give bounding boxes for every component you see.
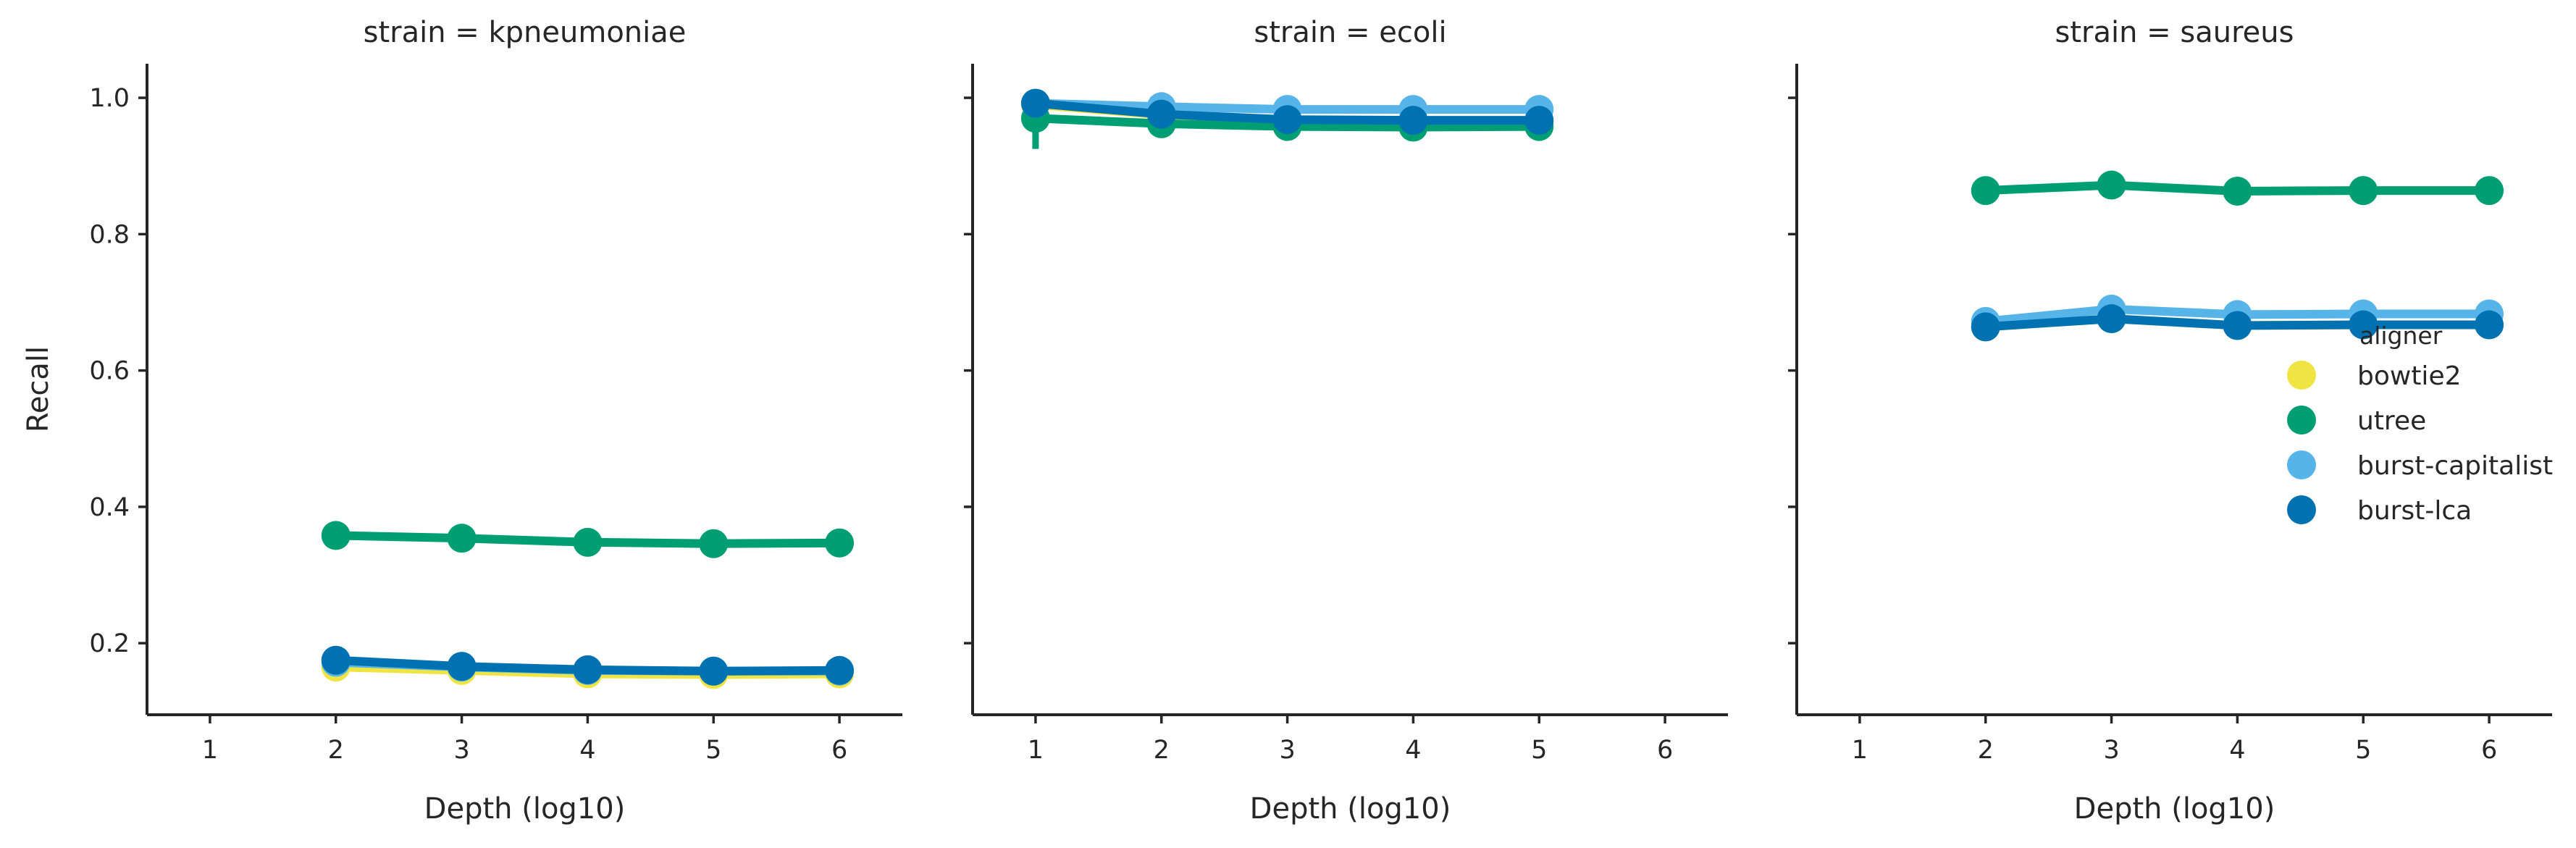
data-point [1524,106,1554,135]
data-point [1020,88,1050,118]
data-point [2349,176,2378,206]
series-burst-lca [1971,304,2504,342]
x-tick-label: 2 [1978,736,1994,765]
data-point [2097,170,2126,200]
panel-1: 0.2 0.4 0.6 0.8 1.0 1 2 3 4 5 6 strain = kpneumonia… [22,16,902,826]
x-tick-label: 5 [705,736,721,765]
x-tick-label: 4 [1405,736,1421,765]
data-point [1398,106,1428,135]
legend-item-utree: utree [2287,406,2426,436]
x-tick-label: 5 [1531,736,1547,765]
legend-label: burst-lca [2357,496,2472,526]
x-tick-label: 6 [2481,736,2497,765]
legend-label: burst-capitalist [2357,451,2553,481]
data-point [447,652,477,681]
data-point [2349,310,2378,340]
data-point [447,524,477,553]
data-point [1272,105,1302,135]
data-point [1971,176,2000,206]
series-utree [321,521,855,558]
data-point [2223,311,2252,340]
x-tick-label: 3 [2103,736,2119,765]
y-axis-label: Recall [22,346,55,432]
data-point [2475,310,2504,340]
data-point [573,655,603,684]
x-tick-label: 6 [1657,736,1673,765]
data-point [1146,99,1176,129]
data-point [2097,304,2126,334]
legend-item-bowtie2: bowtie2 [2287,361,2462,391]
x-tick-label: 2 [328,736,344,765]
y-tick-label: 0.4 [89,493,130,522]
x-tick-label: 6 [831,736,847,765]
x-tick-label: 4 [2229,736,2245,765]
y-tick-label: 0.6 [89,357,130,386]
y-tick-label: 1.0 [89,84,130,113]
x-axis-label: Depth (log10) [424,792,626,826]
legend-marker [2287,495,2316,524]
data-point [1971,312,2000,342]
panel-2: 1 2 3 4 5 6 strain = ecoli Depth (log10) [964,16,1728,826]
data-point [573,527,603,557]
panels: 0.2 0.4 0.6 0.8 1.0 1 2 3 4 5 6 strain = kpneumonia… [22,16,2552,826]
legend-item-burst-capitalist: burst-capitalist [2287,450,2553,481]
data-point [2475,176,2504,206]
panel-3: 1 2 3 4 5 6 strain = saureus Depth (log10) [1788,16,2552,826]
data-point [699,529,729,558]
y-tick-label: 0.2 [89,629,130,658]
data-point [2223,177,2252,206]
legend-marker [2287,406,2316,435]
series-burst-lca [321,645,855,686]
data-point [825,655,855,685]
x-tick-label: 3 [1279,736,1295,765]
legend-item-burst-lca: burst-lca [2287,495,2472,526]
data-point [825,528,855,558]
series-utree [1971,170,2504,206]
y-tick-label: 0.8 [89,220,130,249]
x-tick-label: 2 [1154,736,1170,765]
x-axis-label: Depth (log10) [2074,792,2275,826]
legend-title: aligner [2359,322,2443,350]
legend-label: bowtie2 [2357,361,2462,391]
legend-marker [2287,450,2316,479]
legend: aligner bowtie2 utree burst-capitalist burst… [2287,322,2553,526]
data-point [321,521,351,550]
x-tick-label: 1 [1852,736,1868,765]
legend-marker [2287,361,2316,390]
x-tick-label: 1 [1028,736,1044,765]
legend-label: utree [2357,406,2426,436]
series-burst-lca [1020,88,1554,135]
x-tick-label: 5 [2355,736,2371,765]
x-tick-label: 4 [579,736,595,765]
data-point [321,645,351,675]
x-tick-label: 3 [453,736,469,765]
data-point [699,656,729,686]
x-axis-label: Depth (log10) [1250,792,1451,826]
x-tick-label: 1 [202,736,218,765]
panel-title: strain = ecoli [1254,16,1446,49]
panel-title: strain = kpneumoniae [364,16,687,49]
panel-title: strain = saureus [2055,16,2294,49]
